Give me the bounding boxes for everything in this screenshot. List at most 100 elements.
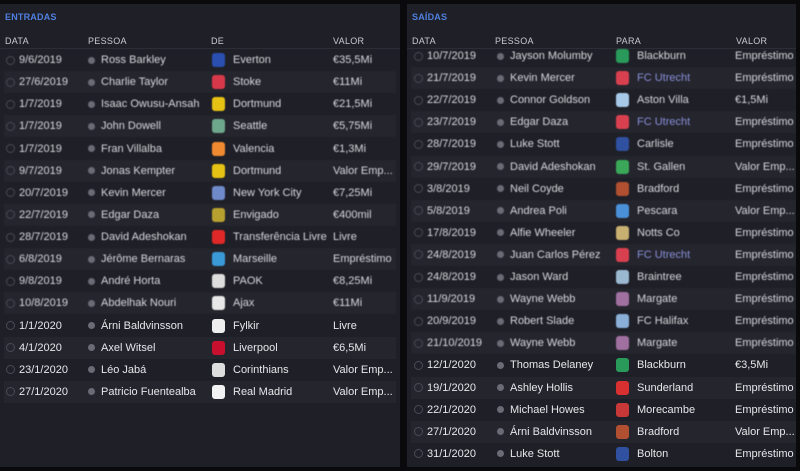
info-icon[interactable]: [497, 140, 504, 148]
player-name[interactable]: Kevin Mercer: [101, 186, 166, 199]
club-name[interactable]: Seattle: [233, 120, 268, 133]
info-icon[interactable]: [88, 299, 95, 307]
club-name[interactable]: Bolton: [637, 447, 669, 460]
info-icon[interactable]: [88, 366, 95, 374]
info-icon[interactable]: [88, 145, 95, 153]
club-name[interactable]: Blackburn: [637, 50, 686, 62]
club-name[interactable]: Braintree: [637, 271, 682, 283]
col-header-value[interactable]: VALOR: [333, 36, 365, 46]
player-name[interactable]: Ashley Hollis: [510, 381, 573, 394]
info-icon[interactable]: [497, 185, 504, 193]
club-name[interactable]: Marseille: [233, 253, 278, 266]
info-icon[interactable]: [497, 406, 504, 414]
transfer-row[interactable]: 28/7/2019 David Adeshokan Transferência Li…: [4, 226, 396, 248]
transfer-row[interactable]: 4/1/2020 Axel Witsel Liverpool €6,5Mi: [4, 336, 396, 359]
player-name[interactable]: Andrea Poli: [510, 204, 567, 217]
info-icon[interactable]: [497, 52, 504, 60]
info-icon[interactable]: [88, 322, 95, 330]
col-header-person[interactable]: PESSOA: [495, 36, 534, 46]
club-name[interactable]: Notts Co: [637, 226, 680, 239]
player-name[interactable]: Alfie Wheeler: [510, 226, 576, 239]
club-name[interactable]: Fylkir: [233, 319, 260, 332]
player-name[interactable]: Luke Stott: [510, 447, 560, 460]
player-name[interactable]: Árni Baldvinsson: [101, 319, 183, 332]
club-name[interactable]: Transferência Livre: [233, 231, 327, 244]
transfer-row[interactable]: 1/1/2020 Árni Baldvinsson Fylkir Livre: [4, 315, 396, 337]
info-icon[interactable]: [497, 428, 504, 436]
transfer-row[interactable]: 27/6/2019 Charlie Taylor Stoke €11Mi: [4, 71, 396, 94]
club-name[interactable]: Sunderland: [637, 381, 694, 394]
transfer-row[interactable]: 1/7/2019 Isaac Owusu-Ansah Dortmund €21,5Mi: [4, 93, 396, 115]
info-icon[interactable]: [497, 96, 504, 104]
player-name[interactable]: Jérôme Bernaras: [101, 253, 186, 266]
transfer-row[interactable]: 22/1/2020 Michael Howes Morecambe Empréstim…: [411, 399, 796, 421]
info-icon[interactable]: [88, 233, 95, 241]
player-name[interactable]: Connor Goldson: [510, 94, 591, 107]
club-name[interactable]: FC Utrecht: [637, 72, 691, 85]
col-header-person[interactable]: PESSOA: [88, 36, 127, 46]
info-icon[interactable]: [497, 207, 504, 215]
player-name[interactable]: Juan Carlos Pérez: [510, 248, 601, 261]
info-icon[interactable]: [497, 450, 504, 458]
club-name[interactable]: Bradford: [637, 182, 680, 195]
info-icon[interactable]: [497, 273, 504, 281]
transfer-row[interactable]: 24/8/2019 Jason Ward Braintree Empréstimo: [411, 266, 796, 288]
club-name[interactable]: Ajax: [233, 297, 255, 310]
player-name[interactable]: Patricio Fuentealba: [101, 385, 196, 398]
info-icon[interactable]: [497, 229, 504, 237]
transfer-row[interactable]: 19/1/2020 Ashley Hollis Sunderland Emprésti…: [411, 376, 796, 399]
transfer-row[interactable]: 27/1/2020 Patricio Fuentealba Real Madrid V…: [4, 380, 396, 403]
col-header-value[interactable]: VALOR: [736, 36, 768, 46]
info-icon[interactable]: [88, 56, 95, 64]
transfer-row[interactable]: 28/7/2019 Luke Stott Carlisle Empréstimo: [411, 133, 796, 155]
transfer-row[interactable]: 9/7/2019 Jonas Kempter Dortmund Valor Emp..…: [4, 159, 396, 182]
transfer-row[interactable]: 3/8/2019 Neil Coyde Bradford Empréstimo: [411, 178, 796, 200]
transfer-row[interactable]: 9/8/2019 André Horta PAOK €8,25Mi: [4, 270, 396, 292]
transfer-row[interactable]: 22/7/2019 Connor Goldson Aston Villa €1,5Mi: [411, 89, 796, 111]
club-name[interactable]: Real Madrid: [233, 385, 293, 398]
transfer-row[interactable]: 6/8/2019 Jérôme Bernaras Marseille Emprésti…: [4, 248, 396, 271]
club-name[interactable]: Dortmund: [233, 164, 282, 177]
player-name[interactable]: Kevin Mercer: [510, 72, 575, 85]
club-name[interactable]: Aston Villa: [637, 94, 689, 107]
info-icon[interactable]: [88, 388, 95, 396]
info-icon[interactable]: [88, 255, 95, 263]
player-name[interactable]: Isaac Owusu-Ansah: [101, 98, 200, 111]
club-name[interactable]: St. Gallen: [637, 160, 686, 173]
transfer-row[interactable]: 11/9/2019 Wayne Webb Margate Empréstimo: [411, 288, 796, 311]
transfer-row[interactable]: 29/7/2019 David Adeshokan St. Gallen Valor …: [411, 155, 796, 178]
transfer-row[interactable]: 20/9/2019 Robert Slade FC Halifax Empréstim…: [411, 310, 796, 332]
transfer-row[interactable]: 9/6/2019 Ross Barkley Everton €35,5Mi: [4, 49, 396, 71]
col-header-from[interactable]: DE: [211, 36, 225, 46]
player-name[interactable]: Thomas Delaney: [510, 359, 594, 372]
transfer-row[interactable]: 24/8/2019 Juan Carlos Pérez FC Utrecht Empr…: [411, 243, 796, 266]
transfer-row[interactable]: 23/1/2020 Léo Jabá Corinthians Valor Emp...: [4, 359, 396, 381]
club-name[interactable]: Liverpool: [233, 341, 278, 354]
info-icon[interactable]: [88, 100, 95, 108]
club-name[interactable]: Stoke: [233, 76, 262, 89]
club-name[interactable]: Margate: [637, 337, 678, 350]
player-name[interactable]: Charlie Taylor: [101, 76, 169, 89]
club-name[interactable]: FC Utrecht: [637, 248, 691, 261]
player-name[interactable]: Luke Stott: [510, 138, 560, 151]
player-name[interactable]: Abdelhak Nouri: [101, 297, 177, 310]
player-name[interactable]: Jonas Kempter: [101, 164, 175, 177]
player-name[interactable]: Léo Jabá: [101, 363, 147, 376]
info-icon[interactable]: [497, 361, 504, 369]
player-name[interactable]: Ross Barkley: [101, 54, 166, 66]
player-name[interactable]: David Adeshokan: [510, 160, 596, 173]
info-icon[interactable]: [497, 295, 504, 303]
club-name[interactable]: Dortmund: [233, 98, 282, 111]
transfer-row[interactable]: 12/1/2020 Thomas Delaney Blackburn €3,5Mi: [411, 354, 796, 376]
col-header-date[interactable]: DATA: [5, 36, 29, 46]
club-name[interactable]: FC Halifax: [637, 315, 689, 328]
player-name[interactable]: Árni Baldvinsson: [510, 425, 592, 438]
col-header-date[interactable]: DATA: [412, 36, 436, 46]
player-name[interactable]: Jayson Molumby: [510, 50, 593, 62]
club-name[interactable]: PAOK: [233, 275, 263, 288]
player-name[interactable]: Axel Witsel: [101, 341, 156, 354]
player-name[interactable]: David Adeshokan: [101, 231, 187, 244]
club-name[interactable]: New York City: [233, 186, 302, 199]
player-name[interactable]: Wayne Webb: [510, 337, 576, 350]
transfer-row[interactable]: 1/7/2019 Fran Villalba Valencia €1,3Mi: [4, 138, 396, 160]
